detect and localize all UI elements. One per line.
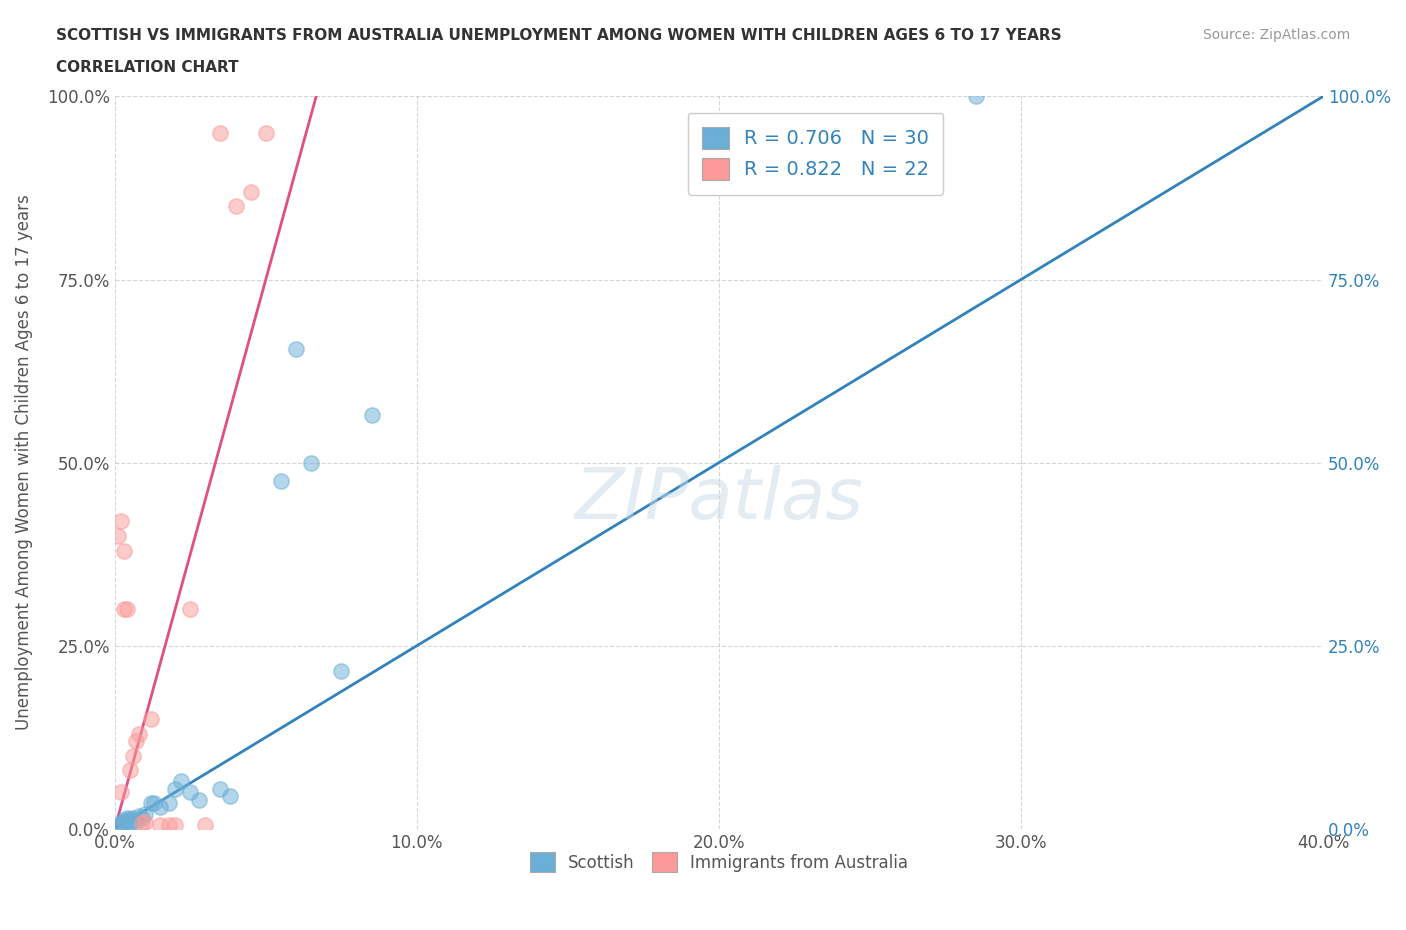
Point [118,763,141,777]
Point [360,407,382,422]
Point [107,528,129,543]
Point [131,810,153,825]
Point [139,796,162,811]
Point [165,817,187,832]
Point [165,781,187,796]
Point [112,814,135,829]
Point [112,813,135,828]
Point [107,817,129,832]
Point [134,806,156,821]
Point [188,792,211,807]
Point [330,664,353,679]
Point [157,796,180,811]
Point [149,800,172,815]
Point [285,341,308,356]
Point [965,89,987,104]
Legend: Scottish, Immigrants from Australia: Scottish, Immigrants from Australia [523,845,914,879]
Point [115,602,138,617]
Point [179,785,201,800]
Point [122,813,145,828]
Point [112,602,135,617]
Point [179,602,201,617]
Y-axis label: Unemployment Among Women with Children Ages 6 to 17 years: Unemployment Among Women with Children A… [15,194,32,730]
Point [118,812,141,827]
Text: ZIPatlas: ZIPatlas [575,465,863,534]
Point [115,810,138,825]
Point [139,711,162,726]
Point [134,814,156,829]
Point [125,814,148,829]
Point [218,789,240,804]
Text: Source: ZipAtlas.com: Source: ZipAtlas.com [1202,28,1350,42]
Point [128,808,150,823]
Point [115,814,138,829]
Point [122,748,145,763]
Point [225,199,247,214]
Point [143,796,166,811]
Point [125,734,148,749]
Point [270,473,292,488]
Point [194,817,217,832]
Point [118,816,141,830]
Point [110,513,132,528]
Point [254,126,277,140]
Point [299,455,322,470]
Point [110,816,132,830]
Point [112,543,135,558]
Point [149,817,172,832]
Point [209,126,232,140]
Point [110,785,132,800]
Text: SCOTTISH VS IMMIGRANTS FROM AUSTRALIA UNEMPLOYMENT AMONG WOMEN WITH CHILDREN AGE: SCOTTISH VS IMMIGRANTS FROM AUSTRALIA UN… [56,28,1062,43]
Point [122,810,145,825]
Point [209,781,232,796]
Point [131,816,153,830]
Text: CORRELATION CHART: CORRELATION CHART [56,60,239,75]
Point [170,774,193,789]
Point [157,817,180,832]
Point [128,726,150,741]
Point [239,184,262,199]
